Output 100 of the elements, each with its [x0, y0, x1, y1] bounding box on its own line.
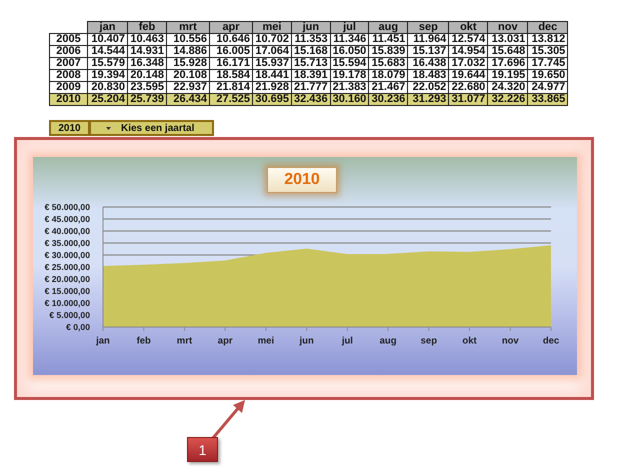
data-label: 18.079 — [372, 69, 406, 81]
data-label: 20.830 — [91, 81, 125, 93]
data-label: 15.579 — [91, 57, 125, 69]
data-label: 17.696 — [492, 57, 526, 69]
data-label: 11.353 — [294, 33, 328, 45]
data-label: 16.348 — [130, 57, 164, 69]
data-label: 17.032 — [452, 57, 486, 69]
data-label: 18.391 — [294, 69, 328, 81]
data-label: 18.441 — [255, 69, 289, 81]
data-label: 18.483 — [412, 69, 446, 81]
data-label: 13.812 — [532, 33, 566, 45]
chart-title: 2010 — [284, 171, 320, 189]
x-tick-label: mrt — [176, 336, 193, 347]
data-label: 25.739 — [130, 93, 164, 105]
data-label: 19.650 — [532, 69, 566, 81]
data-label: 19.644 — [452, 69, 486, 81]
data-label: 11.964 — [413, 33, 446, 45]
y-tick-label: 2006 — [56, 45, 81, 57]
x-tick-label: jan — [100, 21, 116, 33]
data-label: 21.777 — [294, 81, 328, 93]
data-label: 18.584 — [216, 69, 250, 81]
data-label: 16.050 — [332, 45, 366, 57]
selected-year-field: 2010 — [49, 120, 90, 136]
data-label: 22.052 — [412, 81, 446, 93]
data-label: 11.346 — [333, 33, 366, 45]
data-label: 26.434 — [173, 93, 207, 105]
data-label: 17.064 — [255, 45, 289, 57]
x-tick-label: mei — [258, 336, 274, 347]
x-tick-label: nov — [502, 336, 520, 347]
data-label: 13.031 — [492, 33, 526, 45]
data-label: 31.077 — [452, 93, 486, 105]
data-label: 14.954 — [452, 45, 486, 57]
data-label: 21.928 — [255, 81, 289, 93]
data-label: 12.574 — [452, 33, 486, 45]
y-tick-label: € 5.000,00 — [49, 310, 90, 320]
y-tick-label: € 45.000,00 — [44, 214, 90, 224]
x-tick-label: jul — [343, 21, 356, 33]
data-label: 14.544 — [91, 45, 125, 57]
x-tick-label: jan — [95, 336, 110, 347]
y-tick-label: 2005 — [56, 33, 81, 45]
data-label: 22.937 — [173, 81, 207, 93]
y-tick-label: € 40.000,00 — [44, 226, 90, 236]
y-tick-label: € 25.000,00 — [44, 262, 90, 272]
x-tick-label: feb — [136, 336, 152, 347]
data-label: 15.683 — [372, 57, 406, 69]
data-label: 10.702 — [255, 33, 289, 45]
data-label: 20.148 — [130, 69, 164, 81]
y-tick-label: € 30.000,00 — [44, 250, 90, 260]
x-tick-label: dec — [542, 336, 560, 347]
y-tick-label: € 50.000,00 — [44, 202, 90, 212]
y-tick-label: 2010 — [56, 93, 81, 105]
data-label: 14.886 — [173, 45, 207, 57]
x-tick-label: sep — [420, 336, 438, 347]
data-label: 17.745 — [532, 57, 566, 69]
data-label: 32.226 — [492, 93, 526, 105]
x-tick-label: jun — [302, 21, 320, 33]
data-label: 33.865 — [532, 93, 566, 105]
data-label: 21.383 — [332, 81, 366, 93]
x-tick-label: nov — [498, 21, 518, 33]
y-tick-label: € 35.000,00 — [44, 238, 90, 248]
data-label: 16.171 — [216, 57, 250, 69]
data-label: 30.236 — [372, 93, 406, 105]
y-tick-label: 2009 — [56, 81, 81, 93]
x-tick-label: apr — [218, 336, 233, 347]
data-label: 19.394 — [91, 69, 125, 81]
data-label: 10.556 — [173, 33, 207, 45]
data-label: 16.005 — [216, 45, 250, 57]
x-tick-label: apr — [222, 21, 240, 33]
data-label: 21.814 — [216, 81, 250, 93]
data-label: 10.646 — [216, 33, 250, 45]
data-label: 30.695 — [255, 93, 289, 105]
data-label: 14.931 — [130, 45, 164, 57]
x-tick-label: mei — [262, 21, 282, 33]
data-label: 24.320 — [492, 81, 526, 93]
data-label: 19.178 — [332, 69, 366, 81]
data-label: 15.839 — [372, 45, 406, 57]
x-tick-label: jul — [340, 336, 353, 347]
x-tick-label: okt — [460, 21, 477, 33]
data-label: 15.928 — [173, 57, 207, 69]
y-tick-label: € 10.000,00 — [44, 298, 90, 308]
x-tick-label: dec — [538, 21, 558, 33]
callout-box: 1 — [187, 437, 218, 462]
data-label: 15.594 — [332, 57, 366, 69]
y-tick-label: 2007 — [56, 57, 81, 69]
y-tick-label: € 20.000,00 — [44, 274, 90, 284]
data-label: 10.407 — [91, 33, 125, 45]
data-label: 21.467 — [372, 81, 406, 93]
data-label: 15.648 — [492, 45, 526, 57]
x-tick-label: okt — [462, 336, 478, 347]
data-label: 11.451 — [372, 33, 406, 45]
x-tick-label: jun — [298, 336, 314, 347]
data-label: 25.204 — [91, 93, 125, 105]
data-label: 23.595 — [130, 81, 164, 93]
data-label: 16.438 — [412, 57, 446, 69]
x-tick-label: sep — [418, 21, 438, 33]
data-label: 20.108 — [173, 69, 207, 81]
data-label: 15.713 — [294, 57, 328, 69]
data-label: 27.525 — [216, 93, 250, 105]
data-label: 15.168 — [294, 45, 328, 57]
x-tick-label: feb — [138, 21, 156, 33]
